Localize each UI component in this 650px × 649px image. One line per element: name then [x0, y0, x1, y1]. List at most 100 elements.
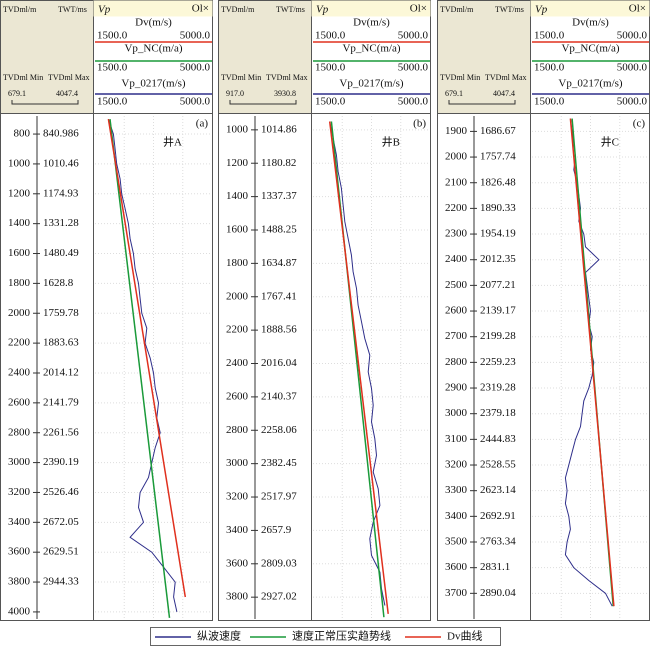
y-tick-label: 2200	[445, 202, 468, 214]
depth-max: 3930.8	[274, 89, 296, 98]
header-depth-bg	[437, 0, 531, 114]
header-depth-bg	[0, 0, 94, 114]
y-tick-label: 3000	[445, 407, 468, 419]
x-tick-label: 1500.0	[315, 30, 346, 42]
min-label: TVDml Min	[440, 73, 480, 82]
twt-label: 2692.91	[480, 510, 516, 522]
y-tick-label: 3600	[445, 561, 468, 573]
y-tick-label: 2200	[8, 337, 31, 349]
y-tick-label: 3000	[226, 457, 249, 469]
twt-label: 2890.04	[480, 587, 516, 599]
header-depth-bg	[218, 0, 312, 114]
twt-label: 2927.02	[261, 591, 297, 603]
twt-label: 1883.63	[43, 337, 79, 349]
y-tick-label: 1800	[8, 277, 31, 289]
x-tick-label: 5000.0	[617, 62, 648, 74]
twt-label: 2444.83	[480, 433, 516, 445]
depth-min: 679.1	[445, 89, 463, 98]
y-tick-label: 1400	[8, 217, 31, 229]
header-title-bg	[530, 0, 650, 17]
twt-label: 1014.86	[261, 123, 297, 135]
x-tick-label: 1500.0	[315, 96, 346, 108]
y-tick-label: 4000	[8, 605, 31, 617]
track-title: Vp	[316, 4, 329, 16]
close-label: Ol×	[410, 3, 427, 15]
y-tick-label: 2400	[226, 357, 249, 369]
y-tick-label: 3800	[8, 576, 31, 588]
curve-header: Dv(m/s)	[353, 17, 390, 29]
y-tick-label: 3400	[226, 524, 249, 536]
y-tick-label: 1400	[226, 190, 249, 202]
twt-label: 1757.74	[480, 151, 516, 163]
twt-label: 2831.1	[480, 561, 510, 573]
x-tick-label: 1500.0	[97, 30, 128, 42]
curve	[109, 119, 171, 618]
depth-track	[437, 113, 531, 621]
twt-label: 2016.04	[261, 357, 297, 369]
twt-label: 2382.45	[261, 457, 297, 469]
twt-label: 2014.12	[43, 367, 79, 379]
twt-label: 2763.34	[480, 536, 516, 548]
y-tick-label: 2400	[445, 253, 468, 265]
twt-label: 2379.18	[480, 407, 516, 419]
depth-max: 4047.4	[493, 89, 515, 98]
twt-label: 1010.46	[43, 157, 79, 169]
y-tick-label: 3400	[445, 510, 468, 522]
depth-label: TVDml/m	[221, 5, 255, 14]
y-tick-label: 2800	[8, 426, 31, 438]
log-track	[311, 113, 431, 621]
y-tick-label: 3300	[445, 484, 468, 496]
y-tick-label: 800	[14, 128, 31, 140]
y-tick-label: 2000	[445, 151, 468, 163]
well-name: 井B	[382, 135, 400, 149]
track-title: Vp	[535, 4, 548, 16]
curve-header: Vp_NC(m/a)	[561, 43, 619, 55]
x-tick-label: 5000.0	[398, 62, 429, 74]
twt-label: 2261.56	[43, 426, 79, 438]
twt-label: 2259.23	[480, 356, 516, 368]
y-tick-label: 3600	[8, 546, 31, 558]
twt-label: 2528.55	[480, 459, 516, 471]
twt-label: 2944.33	[43, 576, 79, 588]
curve-header: Vp_NC(m/a)	[342, 43, 400, 55]
panel-label: (b)	[413, 118, 426, 130]
y-tick-label: 2800	[445, 356, 468, 368]
y-tick-label: 2100	[445, 176, 468, 188]
twt-label: 1890.33	[480, 202, 516, 214]
y-tick-label: 3400	[8, 516, 31, 528]
y-tick-label: 2600	[226, 390, 249, 402]
max-label: TVDml Max	[48, 73, 90, 82]
well-name: 井A	[163, 135, 182, 149]
curve	[107, 118, 178, 613]
depth-label: TVDml/m	[440, 5, 474, 14]
y-tick-label: 1800	[226, 257, 249, 269]
y-tick-label: 3000	[8, 456, 31, 468]
y-tick-label: 2900	[445, 382, 468, 394]
x-tick-label: 1500.0	[534, 30, 565, 42]
y-tick-label: 3200	[445, 459, 468, 471]
min-label: TVDml Min	[221, 73, 261, 82]
time-label: TWT/ms	[58, 5, 87, 14]
legend-label: 纵波速度	[197, 629, 241, 643]
time-label: TWT/ms	[495, 5, 524, 14]
range-bracket	[11, 100, 79, 105]
twt-label: 840.986	[43, 128, 79, 140]
twt-label: 1686.67	[480, 125, 516, 137]
y-tick-label: 2400	[8, 367, 31, 379]
min-label: TVDml Min	[3, 73, 43, 82]
depth-min: 679.1	[8, 89, 26, 98]
twt-label: 1180.82	[261, 157, 296, 169]
twt-label: 2012.35	[480, 253, 516, 265]
y-tick-label: 2600	[445, 305, 468, 317]
twt-label: 2199.28	[480, 330, 516, 342]
x-tick-label: 5000.0	[180, 62, 211, 74]
curve	[328, 121, 389, 614]
log-track	[93, 113, 213, 621]
y-tick-label: 1600	[8, 247, 31, 259]
y-tick-label: 2500	[445, 279, 468, 291]
max-label: TVDml Max	[485, 73, 527, 82]
twt-label: 1826.48	[480, 176, 516, 188]
depth-min: 917.0	[226, 89, 244, 98]
x-tick-label: 5000.0	[180, 30, 211, 42]
